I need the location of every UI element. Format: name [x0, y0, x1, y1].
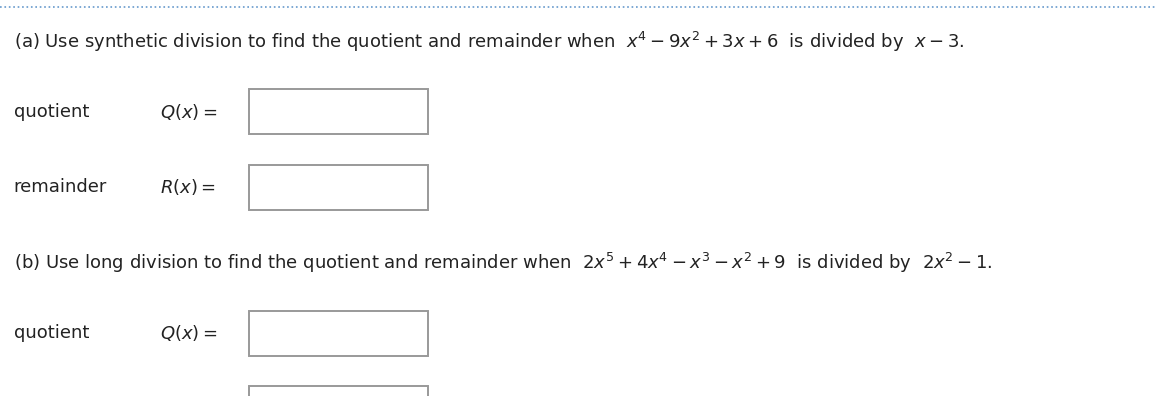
- FancyBboxPatch shape: [249, 164, 428, 210]
- FancyBboxPatch shape: [249, 89, 428, 134]
- Text: quotient: quotient: [14, 103, 89, 121]
- Text: quotient: quotient: [14, 324, 89, 343]
- Text: remainder: remainder: [14, 178, 108, 196]
- Text: $Q(x) =$: $Q(x) =$: [160, 102, 217, 122]
- Text: $Q(x) =$: $Q(x) =$: [160, 324, 217, 343]
- Text: $R(x) =$: $R(x) =$: [160, 177, 215, 197]
- FancyBboxPatch shape: [249, 310, 428, 356]
- Text: (b) Use long division to find the quotient and remainder when  $2x^5 + 4x^4 - x^: (b) Use long division to find the quotie…: [14, 251, 993, 275]
- Text: (a) Use synthetic division to find the quotient and remainder when  $x^4 - 9x^2 : (a) Use synthetic division to find the q…: [14, 30, 964, 53]
- FancyBboxPatch shape: [249, 386, 428, 396]
